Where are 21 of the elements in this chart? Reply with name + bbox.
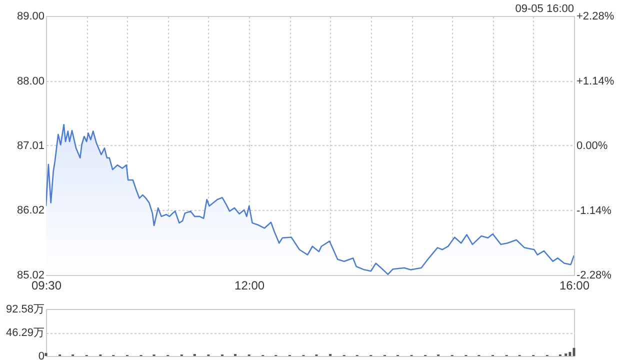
text: 09-05 16:00 — [515, 3, 574, 15]
y-tick-label: 86.02 — [16, 204, 44, 216]
y2-tick-label: -2.28% — [576, 270, 612, 282]
y2-tick-label: -1.14% — [576, 204, 612, 217]
y-tick-label: 0 — [38, 350, 44, 360]
y-tick-label: 88.00 — [16, 76, 44, 88]
y-tick-label: 87.01 — [16, 140, 44, 152]
y-tick-label: 46.29万 — [6, 327, 44, 339]
x-tick-label: 09:30 — [31, 278, 62, 292]
y2-tick-label: 0.00% — [576, 140, 608, 152]
y-tick-label: 85.02 — [16, 270, 44, 282]
y-tick-label: 92.58万 — [6, 304, 44, 316]
x-tick-label: 16:00 — [559, 278, 590, 292]
bar — [564, 353, 568, 356]
y2-tick-label: +1.14% — [576, 75, 614, 88]
bar — [572, 348, 576, 356]
x-tick-label: 12:00 — [234, 278, 265, 292]
y2-tick-label: +2.28% — [576, 10, 614, 22]
bar — [568, 352, 572, 356]
bar — [44, 352, 48, 356]
y-tick-label: 89.00 — [16, 10, 44, 22]
